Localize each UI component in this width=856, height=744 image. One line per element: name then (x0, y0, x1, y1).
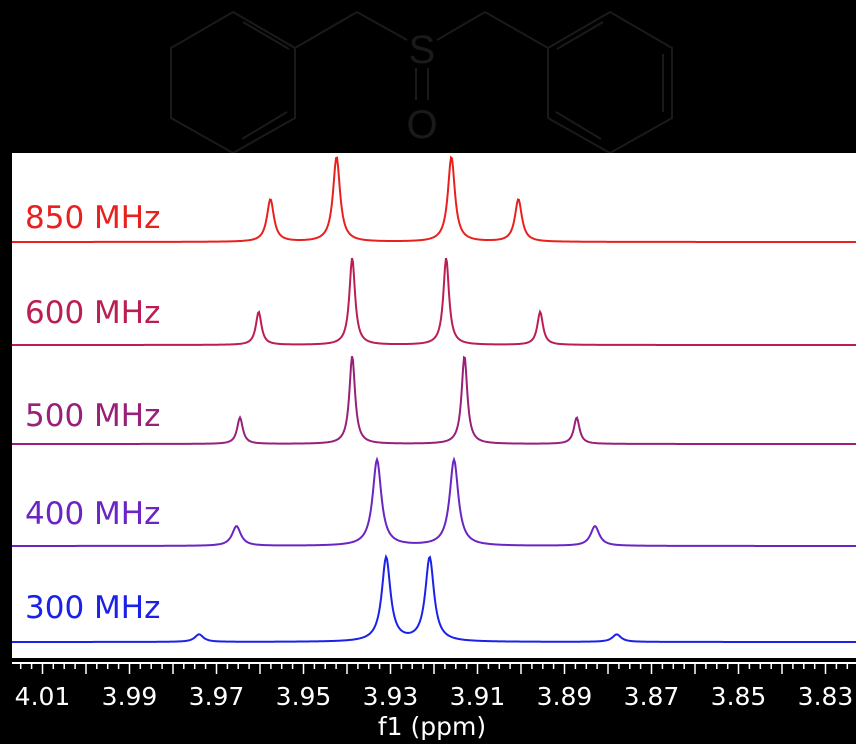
left-s-bond (356, 11, 408, 41)
x-tick-label: 3.83 (797, 682, 854, 711)
x-tick-label: 3.99 (101, 682, 158, 711)
label-400-mhz: 400 MHz (25, 496, 161, 532)
sulfur-atom: S (409, 28, 436, 72)
x-axis-panel (0, 658, 856, 744)
left-border (0, 153, 12, 661)
right-ch2-bond (484, 11, 549, 49)
label-500-mhz: 500 MHz (25, 398, 161, 434)
x-tick-label: 3.89 (536, 682, 593, 711)
dibenzyl-sulfoxide-structure: S O (170, 10, 673, 153)
oxygen-atom: O (406, 103, 437, 147)
x-tick-label: 4.01 (14, 682, 71, 711)
label-600-mhz: 600 MHz (25, 295, 161, 331)
spectrum-line-600-mhz (12, 257, 856, 346)
x-tick-label: 3.97 (188, 682, 245, 711)
spectrum-line-850-mhz (12, 155, 856, 243)
x-tick-label: 3.85 (710, 682, 767, 711)
x-tick-label: 3.95 (275, 682, 332, 711)
x-tick-label: 3.87 (623, 682, 680, 711)
spectrum-line-400-mhz (12, 456, 856, 547)
label-850-mhz: 850 MHz (25, 200, 161, 236)
x-tick-label: 3.93 (362, 682, 419, 711)
x-tick-label: 3.91 (449, 682, 506, 711)
spectrum-line-500-mhz (12, 355, 856, 445)
label-300-mhz: 300 MHz (25, 590, 161, 626)
x-axis (12, 662, 856, 674)
right-benzene-ring (547, 10, 673, 153)
right-s-bond (436, 11, 486, 41)
spectrum-line-300-mhz (12, 553, 856, 643)
left-ch2-bond (294, 11, 358, 49)
x-axis-title: f1 (ppm) (377, 712, 487, 741)
